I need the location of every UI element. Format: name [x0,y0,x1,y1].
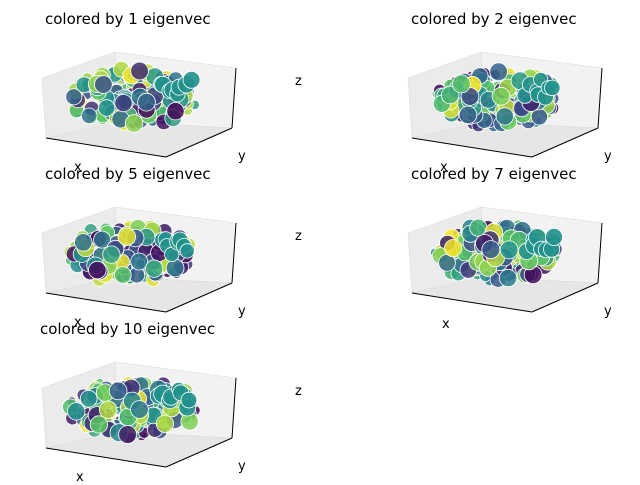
scatter-point [66,402,86,421]
scatter-point [98,400,118,420]
x-axis-line [45,292,167,313]
scatter-3d-plot [407,206,603,313]
axes-3d [407,51,603,158]
subplot-title: colored by 7 eigenvec [411,165,577,183]
scatter-point [130,252,149,271]
scatter-point [130,61,149,81]
scatter-3d-plot [41,361,237,468]
scatter-point [166,102,185,121]
scatter-3d-plot [407,51,603,158]
y-axis-label: y [604,304,612,319]
subplot-10-eigenvec: colored by 10 eigenvec x y z [0,320,310,485]
z-axis-line [597,222,603,284]
y-axis-label: y [238,304,246,319]
scatter-point [79,389,98,408]
z-axis-line [231,67,237,129]
subplot-title: colored by 1 eigenvec [45,10,211,28]
x-axis-label: x [442,317,450,332]
scatter-point [137,92,156,112]
z-axis-line [231,377,237,439]
x-axis-line [411,137,533,158]
scatter-point [88,260,107,280]
scatter-point [544,228,563,247]
scatter-point [65,88,83,106]
scatter-point [491,87,511,106]
scatter-point [495,107,514,126]
y-axis-label: y [238,149,246,164]
x-axis-label: x [74,315,82,330]
subplot-7-eigenvec: colored by 7 eigenvec x y [366,165,640,332]
y-axis-line [165,282,233,313]
y-axis-line [531,127,599,158]
axes-3d [41,206,237,313]
axes-3d [41,51,237,158]
y-axis-line [165,127,233,158]
scatter-point [74,233,93,252]
scatter-point [108,381,128,401]
scatter-point [93,230,111,249]
x-axis-line [411,292,533,313]
scatter-point [499,268,518,288]
z-axis-line [231,222,237,284]
scatter-point [444,239,463,258]
axes-3d [41,361,237,468]
axes-3d [407,206,603,313]
scatter-point [145,259,164,278]
y-axis-line [531,282,599,313]
scatter-point [458,105,478,125]
scatter-point [451,74,471,94]
scatter-point [117,227,137,246]
scatter-point [544,79,561,97]
scatter-point [80,107,98,125]
x-axis-label: x [76,470,84,485]
scatter-point [94,75,113,94]
scatter-point [180,391,198,409]
z-axis-line [597,67,603,129]
y-axis-label: y [238,459,246,474]
subplot-5-eigenvec: colored by 5 eigenvec x y z [0,165,310,330]
scatter-point [481,240,501,259]
scatter-3d-plot [41,51,237,158]
z-axis-label: z [295,384,302,399]
x-axis-line [45,137,167,158]
scatter-point [97,99,116,117]
z-axis-label: z [295,229,302,244]
scatter-point [165,258,185,278]
scatter-point [118,425,137,444]
scatter-point [440,85,460,105]
scatter-point [102,245,121,264]
subplot-title: colored by 5 eigenvec [45,165,211,183]
scatter-point [499,240,519,260]
scatter-point [114,266,132,284]
x-axis-line [45,447,167,468]
x-axis-label: x [440,160,448,175]
subplot-2-eigenvec: colored by 2 eigenvec x y [366,10,640,175]
scatter-point [89,415,109,434]
subplot-1-eigenvec: colored by 1 eigenvec x y z [0,10,310,175]
scatter-point [182,70,201,89]
scatter-point [114,94,133,113]
y-axis-label: y [604,149,612,164]
scatter-3d-plot [41,206,237,313]
scatter-point [130,400,149,419]
y-axis-line [165,437,233,468]
subplot-title: colored by 2 eigenvec [411,10,577,28]
subplot-title: colored by 10 eigenvec [40,320,216,338]
z-axis-label: z [295,74,302,89]
scatter-point [489,62,508,82]
scatter-point [124,114,144,133]
scatter-point [155,414,174,433]
x-axis-label: x [74,160,82,175]
scatter-point [179,243,195,259]
